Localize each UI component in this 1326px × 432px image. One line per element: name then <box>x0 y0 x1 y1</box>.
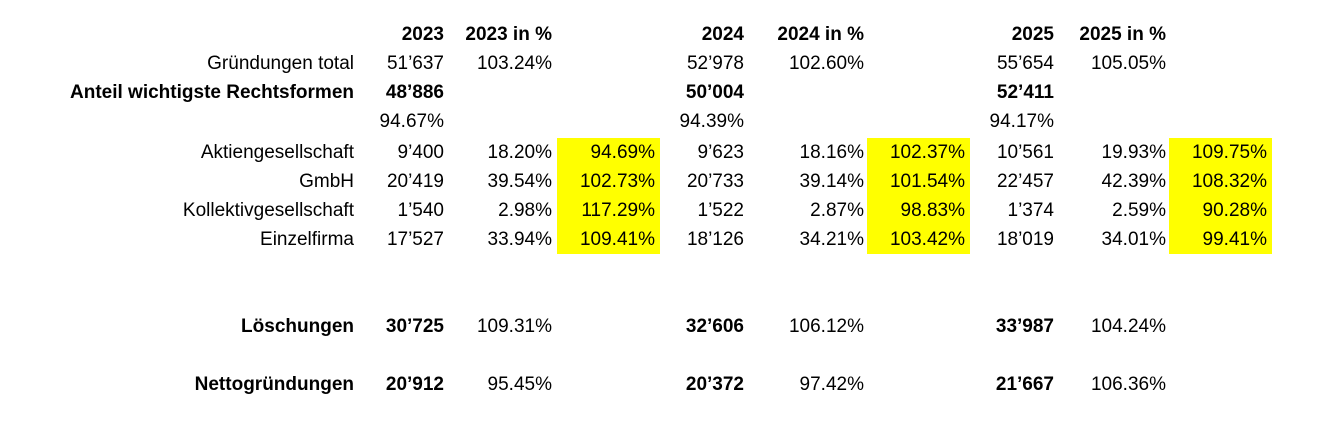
cell-gmbh-2025-share: 42.39% <box>1101 171 1166 192</box>
cell-kollektiv-2023-share: 2.98% <box>498 200 552 221</box>
cell-netto-2025: 21’667 <box>995 374 1054 395</box>
cell-ag-2025-share: 19.93% <box>1101 142 1166 163</box>
cell-ag-2024-share: 18.16% <box>799 142 864 163</box>
cell-einzelfirma-2023-growth: 109.41% <box>557 225 660 254</box>
row-label-gruendungen-total: Gründungen total <box>207 53 354 74</box>
cell-kollektiv-2025-share: 2.59% <box>1112 200 1166 221</box>
cell-einzelfirma-2025: 18’019 <box>996 229 1054 250</box>
cell-kollektiv-2025-growth: 90.28% <box>1169 196 1272 225</box>
cell-einzelfirma-2025-growth: 99.41% <box>1169 225 1272 254</box>
cell-gmbh-2023-growth: 102.73% <box>557 167 660 196</box>
cell-einzelfirma-2024-share: 34.21% <box>799 229 864 250</box>
cell-anteil-pct-2024: 94.39% <box>679 111 744 132</box>
cell-kollektiv-2023: 1’540 <box>397 200 445 221</box>
header-2025-pct: 2025 in % <box>1079 24 1166 45</box>
cell-einzelfirma-2023: 17’527 <box>386 229 444 250</box>
cell-gmbh-2024-share: 39.14% <box>799 171 864 192</box>
cell-einzelfirma-2023-share: 33.94% <box>487 229 552 250</box>
cell-anteil-pct-2023: 94.67% <box>379 111 444 132</box>
cell-gmbh-2025-growth: 108.32% <box>1169 167 1272 196</box>
cell-gmbh-2023-share: 39.54% <box>487 171 552 192</box>
cell-gruendungen-2024: 52’978 <box>686 53 744 74</box>
cell-loeschungen-2023: 30’725 <box>385 316 444 337</box>
cell-anteil-2025: 52’411 <box>996 82 1054 103</box>
cell-anteil-2024: 50’004 <box>685 82 744 103</box>
row-label-anteil: Anteil wichtigste Rechtsformen <box>70 82 354 103</box>
header-2023: 2023 <box>401 24 444 45</box>
cell-gmbh-2023: 20’419 <box>386 171 444 192</box>
cell-kollektiv-2024-share: 2.87% <box>810 200 864 221</box>
cell-ag-2025: 10’561 <box>996 142 1054 163</box>
cell-kollektiv-2023-growth: 117.29% <box>557 196 660 225</box>
cell-loeschungen-2025: 33’987 <box>995 316 1054 337</box>
cell-loeschungen-2023-pct: 109.31% <box>476 316 552 337</box>
row-label-kollektivgesellschaft: Kollektivgesellschaft <box>182 200 354 221</box>
cell-ag-2023: 9’400 <box>397 142 445 163</box>
cell-gruendungen-2025-pct: 105.05% <box>1090 53 1166 74</box>
row-label-loeschungen: Löschungen <box>241 316 354 337</box>
cell-kollektiv-2024-growth: 98.83% <box>867 196 970 225</box>
cell-netto-2023: 20’912 <box>385 374 444 395</box>
cell-gruendungen-2023-pct: 103.24% <box>476 53 552 74</box>
cell-loeschungen-2024-pct: 106.12% <box>788 316 864 337</box>
cell-gruendungen-2024-pct: 102.60% <box>788 53 864 74</box>
cell-netto-2025-pct: 106.36% <box>1090 374 1166 395</box>
cell-ag-2025-growth: 109.75% <box>1169 138 1272 167</box>
row-label-aktiengesellschaft: Aktiengesellschaft <box>200 142 354 163</box>
cell-gruendungen-2025: 55’654 <box>996 53 1054 74</box>
cell-ag-2023-share: 18.20% <box>487 142 552 163</box>
header-2024-pct: 2024 in % <box>777 24 864 45</box>
cell-anteil-pct-2025: 94.17% <box>989 111 1054 132</box>
cell-ag-2023-growth: 94.69% <box>557 138 660 167</box>
row-label-gmbh: GmbH <box>299 171 354 192</box>
cell-netto-2024: 20’372 <box>685 374 744 395</box>
row-label-einzelfirma: Einzelfirma <box>260 229 354 250</box>
header-2023-pct: 2023 in % <box>465 24 552 45</box>
cell-anteil-2023: 48’886 <box>385 82 444 103</box>
cell-gmbh-2024: 20’733 <box>686 171 744 192</box>
cell-gmbh-2024-growth: 101.54% <box>867 167 970 196</box>
cell-ag-2024: 9’623 <box>697 142 745 163</box>
cell-loeschungen-2024: 32’606 <box>685 316 744 337</box>
cell-ag-2024-growth: 102.37% <box>867 138 970 167</box>
header-2025: 2025 <box>1011 24 1054 45</box>
cell-einzelfirma-2025-share: 34.01% <box>1101 229 1166 250</box>
cell-einzelfirma-2024-growth: 103.42% <box>867 225 970 254</box>
cell-gmbh-2025: 22’457 <box>996 171 1054 192</box>
cell-gruendungen-2023: 51’637 <box>386 53 444 74</box>
cell-netto-2023-pct: 95.45% <box>487 374 552 395</box>
cell-einzelfirma-2024: 18’126 <box>686 229 744 250</box>
header-2024: 2024 <box>701 24 744 45</box>
row-label-nettogruendungen: Nettogründungen <box>194 374 354 395</box>
cell-loeschungen-2025-pct: 104.24% <box>1090 316 1166 337</box>
cell-netto-2024-pct: 97.42% <box>799 374 864 395</box>
cell-kollektiv-2024: 1’522 <box>697 200 745 221</box>
cell-kollektiv-2025: 1’374 <box>1007 200 1055 221</box>
